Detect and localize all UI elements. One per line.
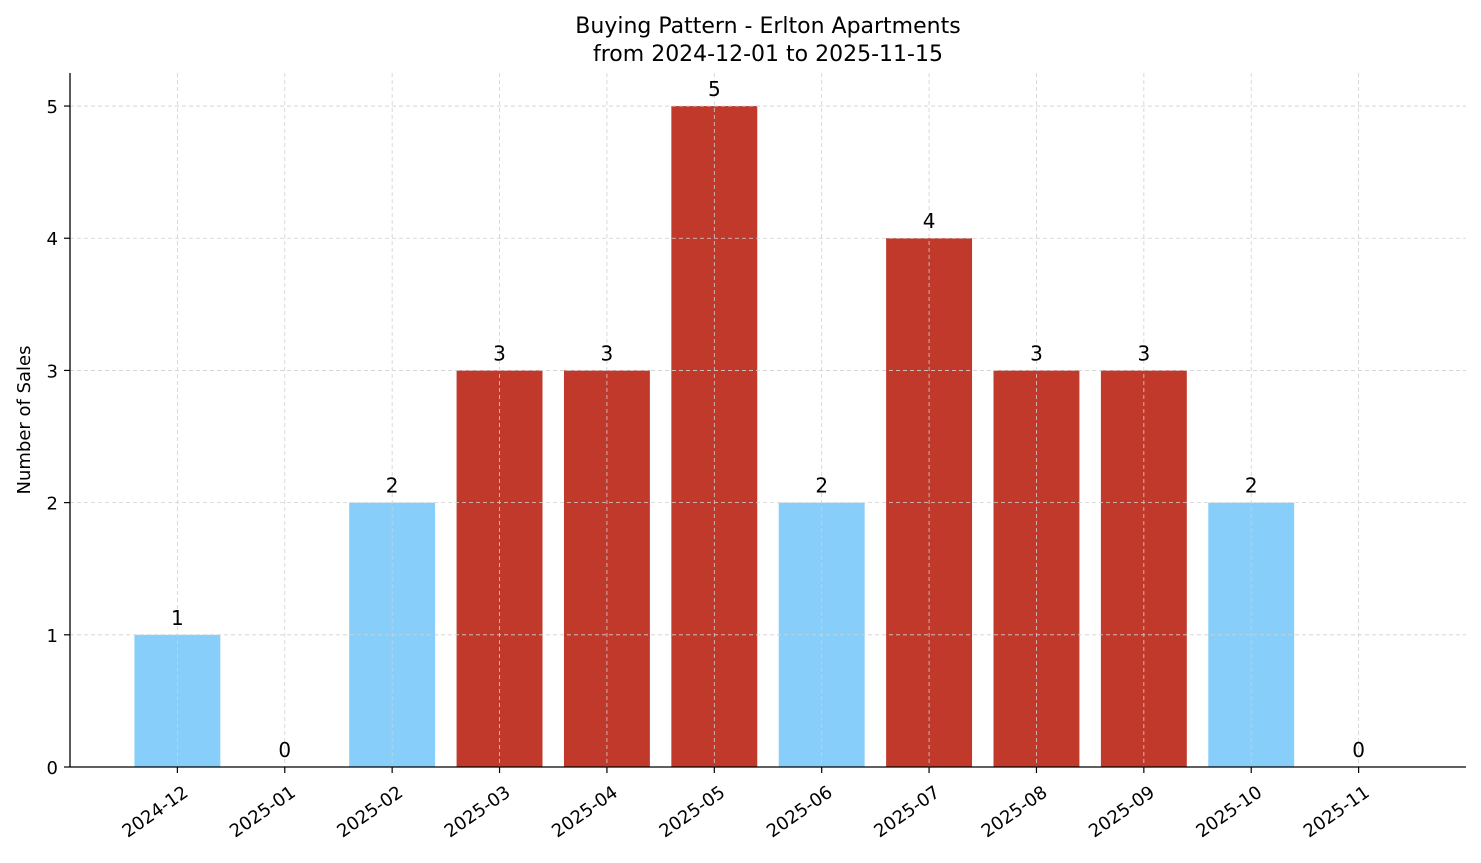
x-tick-label: 2025-03	[441, 782, 515, 842]
y-tick-label: 0	[47, 758, 58, 779]
data-label: 2	[815, 474, 828, 498]
data-label: 3	[1030, 341, 1043, 365]
x-tick-label: 2025-09	[1085, 782, 1159, 842]
x-tick-label: 2025-02	[333, 782, 407, 842]
data-label: 4	[923, 209, 936, 233]
x-tick-label: 2025-06	[763, 782, 837, 842]
y-tick-label: 5	[47, 97, 58, 118]
bar-2025-04	[563, 370, 650, 767]
y-tick-label: 2	[47, 494, 58, 515]
x-tick-label: 2025-11	[1300, 782, 1374, 842]
y-tick-label: 4	[47, 229, 58, 250]
data-label: 3	[601, 341, 614, 365]
y-axis-label: Number of Sales	[14, 345, 35, 494]
x-tick-label: 2025-10	[1192, 782, 1266, 842]
x-tick-label: 2025-05	[656, 782, 730, 842]
data-label: 2	[1245, 474, 1258, 498]
x-tick-label: 2025-01	[226, 782, 300, 842]
y-tick-label: 1	[47, 626, 58, 647]
data-label: 3	[1137, 341, 1150, 365]
data-label: 3	[493, 341, 506, 365]
y-tick-label: 3	[47, 361, 58, 382]
x-tick-label: 2025-07	[870, 782, 944, 842]
data-label: 0	[1352, 738, 1365, 762]
chart-subtitle: from 2024-12-01 to 2025-11-15	[593, 42, 943, 67]
bar-2025-09	[1100, 370, 1187, 767]
data-label: 0	[278, 738, 291, 762]
bar-2025-03	[456, 370, 543, 767]
data-label: 1	[171, 606, 184, 630]
chart-title: Buying Pattern - Erlton Apartments	[575, 14, 960, 39]
x-tick-label: 2025-04	[548, 782, 622, 842]
bar-2025-05	[671, 106, 758, 768]
x-tick-label: 2024-12	[119, 782, 193, 842]
x-tick-label: 2025-08	[978, 782, 1052, 842]
bar-2025-08	[993, 370, 1080, 767]
data-label: 2	[386, 474, 399, 498]
data-label: 5	[708, 77, 721, 101]
